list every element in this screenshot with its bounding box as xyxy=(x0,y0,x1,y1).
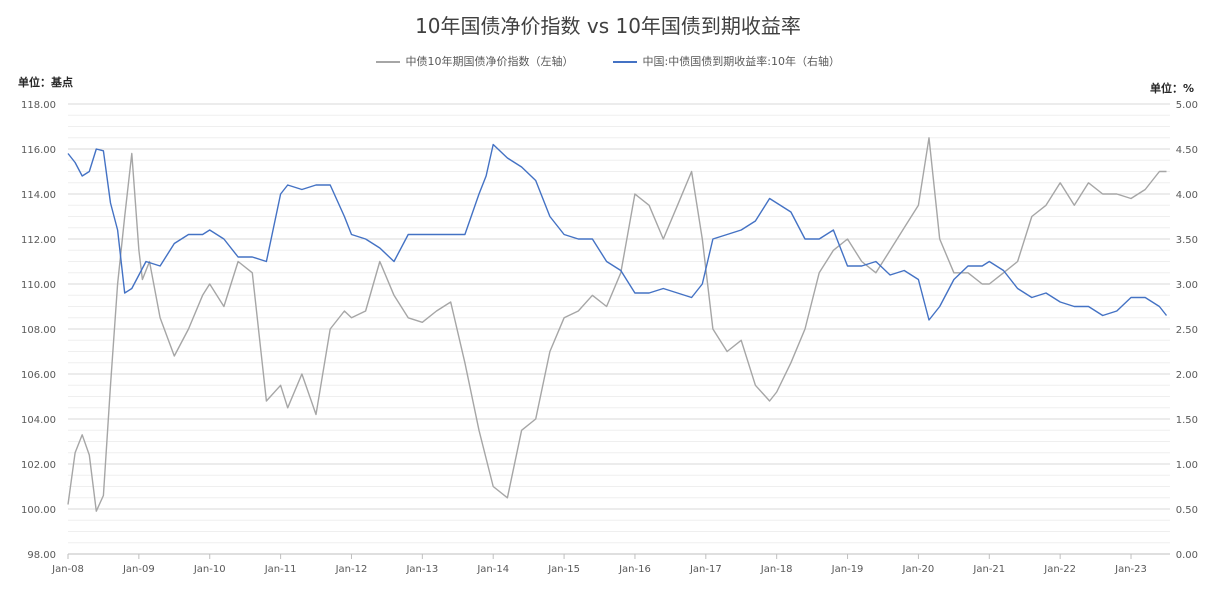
x-axis-tick-label: Jan-08 xyxy=(51,564,84,575)
chart-legend: 中债10年期国债净价指数（左轴） 中国:中债国债到期收益率:10年（右轴） xyxy=(0,53,1216,69)
x-axis-tick-label: Jan-15 xyxy=(547,564,580,575)
right-axis-tick-label: 0.00 xyxy=(1176,550,1198,561)
right-axis-tick-label: 1.50 xyxy=(1176,415,1198,426)
legend-label-bond-index: 中债10年期国债净价指数（左轴） xyxy=(405,55,574,68)
x-axis-tick-label: Jan-14 xyxy=(476,564,509,575)
left-axis-tick-label: 106.00 xyxy=(21,370,56,381)
legend-item-bond-index[interactable]: 中债10年期国债净价指数（左轴） xyxy=(376,53,574,69)
series-line-yield xyxy=(67,143,1168,321)
x-axis-tick-label: Jan-23 xyxy=(1114,564,1147,575)
x-axis-tick-label: Jan-10 xyxy=(193,564,226,575)
left-axis-tick-label: 98.00 xyxy=(27,550,56,561)
right-axis-tick-label: 1.00 xyxy=(1176,460,1198,471)
left-axis-tick-label: 104.00 xyxy=(21,415,56,426)
x-axis-tick-label: Jan-11 xyxy=(264,564,297,575)
left-axis-tick-label: 112.00 xyxy=(21,235,56,246)
left-axis-tick-label: 102.00 xyxy=(21,460,56,471)
right-axis-tick-label: 0.50 xyxy=(1176,505,1198,516)
x-axis-tick-label: Jan-18 xyxy=(760,564,793,575)
right-axis-unit: 单位：% xyxy=(1149,82,1194,95)
x-axis-tick-label: Jan-19 xyxy=(831,564,864,575)
chart-title: 10年国债净价指数 vs 10年国债到期收益率 xyxy=(415,14,801,38)
x-axis-tick-label: Jan-09 xyxy=(122,564,155,575)
x-axis-tick-label: Jan-16 xyxy=(618,564,651,575)
left-axis-tick-label: 116.00 xyxy=(21,145,56,156)
right-axis-tick-label: 4.00 xyxy=(1176,190,1198,201)
x-axis-tick-label: Jan-12 xyxy=(335,564,368,575)
series-line-bond-index xyxy=(67,137,1167,512)
x-axis-tick-label: Jan-13 xyxy=(405,564,438,575)
grid-lines xyxy=(68,103,1170,555)
legend-label-yield: 中国:中债国债到期收益率:10年（右轴） xyxy=(642,55,840,68)
left-axis-tick-label: 114.00 xyxy=(21,190,56,201)
left-axis-tick-label: 118.00 xyxy=(21,100,56,111)
right-axis-tick-label: 2.50 xyxy=(1176,325,1198,336)
legend-swatch-yield xyxy=(613,61,638,63)
legend-item-yield[interactable]: 中国:中债国债到期收益率:10年（右轴） xyxy=(613,53,840,69)
left-axis-tick-label: 108.00 xyxy=(21,325,56,336)
left-axis-tick-label: 100.00 xyxy=(21,505,56,516)
x-axis-tick-label: Jan-21 xyxy=(972,564,1005,575)
right-axis-tick-label: 4.50 xyxy=(1176,145,1198,156)
right-axis-tick-label: 5.00 xyxy=(1176,100,1198,111)
right-axis-tick-label: 3.00 xyxy=(1176,280,1198,291)
axes: 98.00 100.00 102.00 104.00 106.00 108.00 110.0… xyxy=(21,100,1198,575)
x-axis-tick-label: Jan-22 xyxy=(1043,564,1076,575)
left-axis-tick-label: 110.00 xyxy=(21,280,56,291)
legend-swatch-bond-index xyxy=(376,61,401,63)
right-axis-tick-label: 2.00 xyxy=(1176,370,1198,381)
x-axis-tick-label: Jan-17 xyxy=(689,564,722,575)
left-axis-unit: 单位：基点 xyxy=(18,76,73,89)
series-lines xyxy=(67,137,1168,512)
right-axis-tick-label: 3.50 xyxy=(1176,235,1198,246)
x-axis-tick-label: Jan-20 xyxy=(902,564,935,575)
